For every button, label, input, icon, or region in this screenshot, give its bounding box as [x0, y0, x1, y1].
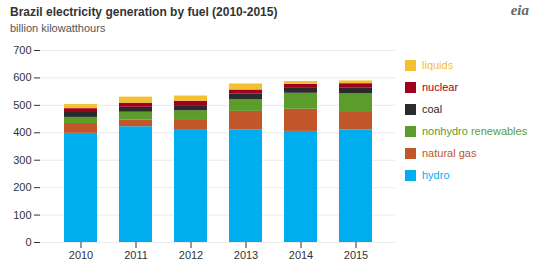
svg-text:2014: 2014: [289, 249, 313, 261]
svg-text:2013: 2013: [234, 249, 258, 261]
svg-text:400: 400: [13, 126, 31, 138]
svg-text:2011: 2011: [124, 249, 148, 261]
svg-text:2015: 2015: [344, 249, 368, 261]
svg-text:500: 500: [13, 99, 31, 111]
html-text:eia: eia: [510, 2, 529, 18]
svg-text:2010: 2010: [69, 249, 93, 261]
html-text:natural gas: natural gas: [422, 147, 477, 159]
html-text:nuclear: nuclear: [422, 81, 459, 93]
svg-text:200: 200: [13, 181, 31, 193]
html-text:billion kilowatthours: billion kilowatthours: [10, 22, 106, 34]
html-text:liquids: liquids: [422, 59, 454, 71]
html-text:nonhydro renewables: nonhydro renewables: [422, 125, 528, 137]
svg-text:2012: 2012: [179, 249, 203, 261]
html-text:hydro: hydro: [422, 169, 450, 181]
html-text:coal: coal: [422, 103, 443, 115]
html-text:Brazil electricity generation: Brazil electricity generation by fuel (2…: [10, 5, 278, 19]
svg-text:600: 600: [13, 71, 31, 83]
svg-text:100: 100: [13, 209, 31, 221]
svg-text:700: 700: [13, 44, 31, 56]
svg-text:0: 0: [25, 236, 31, 248]
svg-text:300: 300: [13, 154, 31, 166]
